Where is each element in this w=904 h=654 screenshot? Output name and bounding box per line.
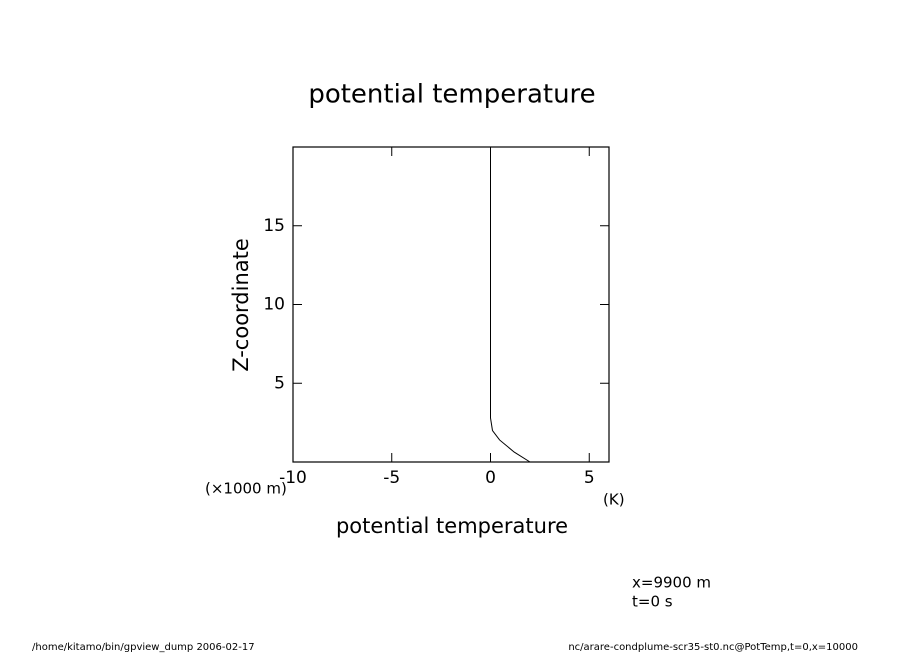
y-tick-label: 15: [263, 216, 285, 236]
x-axis-label: potential temperature: [336, 514, 568, 538]
x-tick-label: -5: [383, 468, 400, 488]
annotation: x=9900 m: [632, 574, 711, 592]
x-unit: (K): [603, 491, 625, 509]
footer-right: nc/arare-condplume-scr35-st0.nc@PotTemp,…: [568, 642, 858, 653]
chart-title: potential temperature: [308, 80, 595, 110]
x-tick-label: 0: [485, 468, 496, 488]
x-tick-label: 5: [584, 468, 595, 488]
plot-frame: [292, 146, 610, 463]
y-tick-label: 5: [274, 373, 285, 393]
footer-left: /home/kitamo/bin/gpview_dump 2006-02-17: [32, 642, 255, 653]
y-unit: (×1000 m): [205, 480, 287, 498]
y-axis-label: Z-coordinate: [229, 238, 253, 372]
x-tick-label: -10: [279, 468, 307, 488]
annotation: t=0 s: [632, 593, 673, 611]
y-tick-label: 10: [263, 295, 285, 315]
profile-line: [490, 147, 531, 463]
